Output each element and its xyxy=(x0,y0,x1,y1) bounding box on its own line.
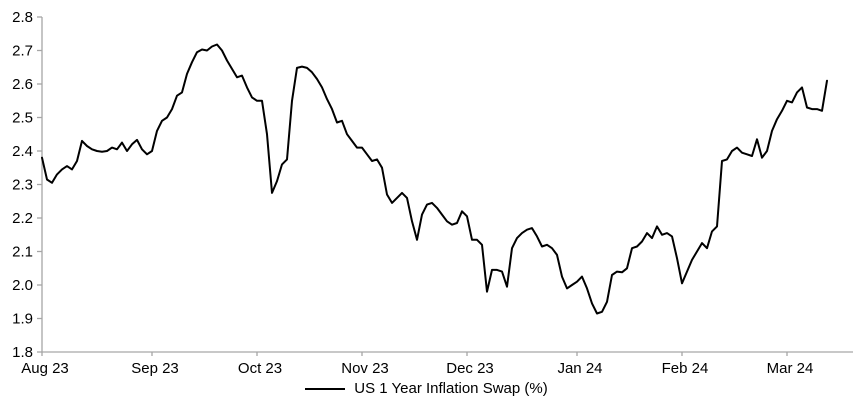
y-tick-label: 2.1 xyxy=(12,244,33,261)
x-tick-label: Dec 23 xyxy=(446,360,494,377)
y-tick-label: 2.0 xyxy=(12,277,33,294)
x-tick-label: Jan 24 xyxy=(557,360,602,377)
x-tick-label: Mar 24 xyxy=(767,360,814,377)
y-tick-label: 2.6 xyxy=(12,76,33,93)
y-tick-label: 2.5 xyxy=(12,110,33,127)
x-tick-label: Nov 23 xyxy=(341,360,389,377)
y-tick-label: 2.7 xyxy=(12,43,33,60)
y-tick-label: 2.8 xyxy=(12,9,33,26)
y-tick-label: 1.8 xyxy=(12,344,33,361)
x-tick-label: Aug 23 xyxy=(21,360,69,377)
y-tick-label: 2.3 xyxy=(12,177,33,194)
x-tick-label: Sep 23 xyxy=(131,360,179,377)
x-tick-label: Oct 23 xyxy=(238,360,282,377)
y-tick-label: 1.9 xyxy=(12,311,33,328)
y-tick-label: 2.4 xyxy=(12,143,33,160)
x-tick-label: Feb 24 xyxy=(662,360,709,377)
y-tick-label: 2.2 xyxy=(12,210,33,227)
inflation-swap-line xyxy=(41,43,828,315)
